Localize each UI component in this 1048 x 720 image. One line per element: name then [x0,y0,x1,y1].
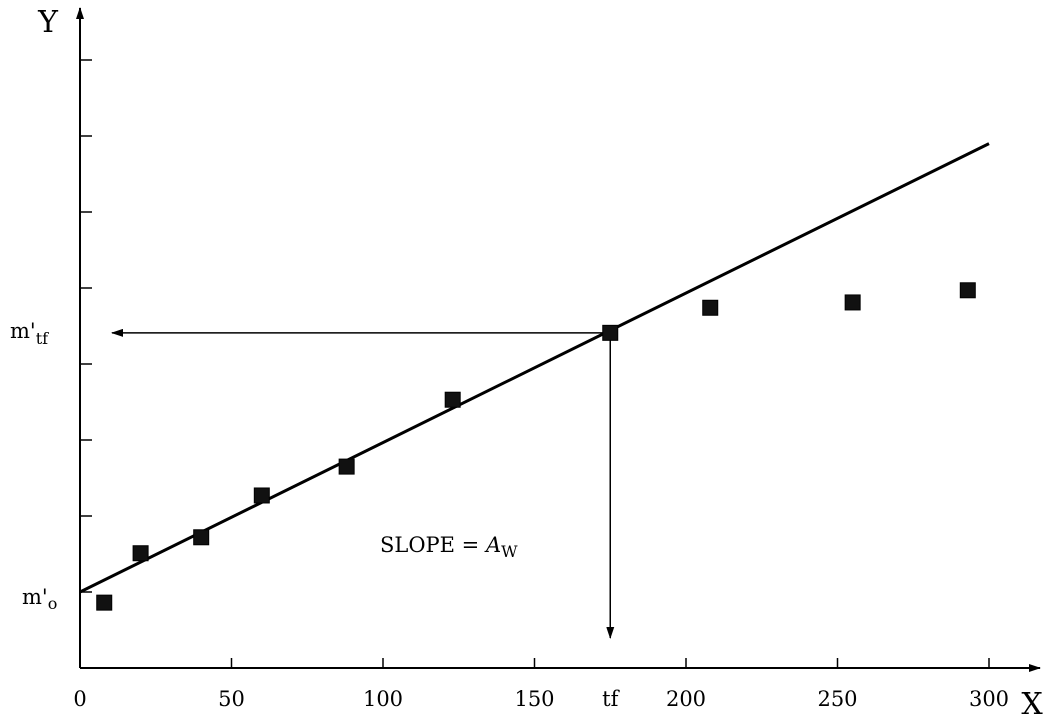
y-tf-main: m' [10,319,36,343]
x-axis-label: X [1021,687,1043,720]
slope-symbol: A [484,533,501,557]
y-intercept-label: m'o [22,585,57,613]
y-intercept-main: m' [22,585,48,609]
y-ticks [80,59,92,593]
y-axis-label: Y [37,5,59,40]
data-point [253,487,270,504]
y-tf-sub: tf [36,329,49,348]
data-point [444,391,461,408]
data-point [338,458,355,475]
data-points [96,282,976,611]
slope-prefix: SLOPE = [380,533,486,557]
x-tick-label: 300 [969,687,1009,711]
x-tick-label: 150 [514,687,554,711]
y-intercept-sub: o [48,594,58,613]
slope-subscript: W [501,542,518,561]
x-ticks: 0 50 100 150 200 250 300 [73,658,1009,711]
data-point [193,529,210,546]
data-point [602,324,619,341]
data-point [132,545,149,562]
data-point [959,282,976,299]
fit-line [79,142,990,594]
x-tick-label: 250 [817,687,857,711]
x-tick-label: 50 [218,687,245,711]
data-point [702,299,719,316]
x-tick-label: 0 [73,687,86,711]
data-point [96,594,113,611]
x-tf-label: tf [602,687,620,711]
y-tf-label: m'tf [10,319,49,348]
slope-annotation: SLOPE = AW [380,533,518,561]
x-tick-label: 200 [666,687,706,711]
data-point [844,294,861,311]
x-tick-label: 100 [363,687,403,711]
